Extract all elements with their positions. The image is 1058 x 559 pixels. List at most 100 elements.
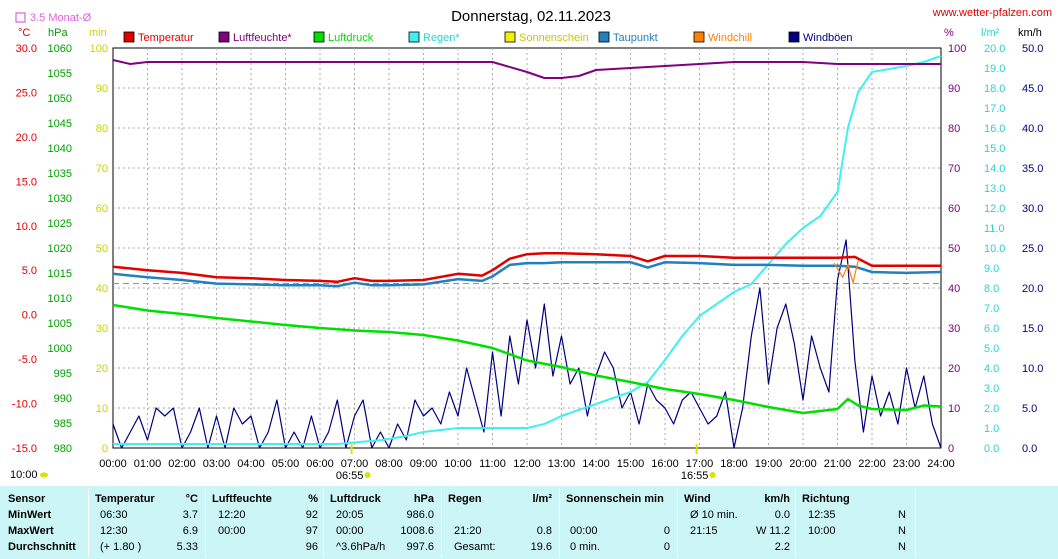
stats-cell-sun_val: 0 xyxy=(663,525,670,537)
stats-cell-temp_time: (+ 1.80 ) xyxy=(100,541,142,553)
column-divider xyxy=(441,488,442,557)
rain-tick-label: 8.0 xyxy=(984,283,999,295)
temp-tick-label: 25.0 xyxy=(16,87,37,99)
rain-tick-label: 4.0 xyxy=(984,363,999,375)
wind-tick-label: 10.0 xyxy=(1022,363,1043,375)
x-tick-label: 06:00 xyxy=(306,458,334,470)
x-tick-label: 21:00 xyxy=(824,458,852,470)
humidity-tick-label: 40 xyxy=(948,283,960,295)
legend-label-pressure: Luftdruck xyxy=(328,32,374,44)
rain-tick-label: 0.0 xyxy=(984,443,999,455)
stats-cell-sun_val: 0 xyxy=(663,541,670,553)
stats-cell-press_time: ^3.6hPa/h xyxy=(336,541,386,553)
stats-header-1: Temperatur xyxy=(95,493,155,505)
stats-row-label: MaxWert xyxy=(8,525,54,537)
stats-header-unit-2: % xyxy=(308,493,318,505)
stats-row-label: Durchschnitt xyxy=(8,541,76,553)
sun-tick-label: 30 xyxy=(96,323,108,335)
humidity-tick-label: 100 xyxy=(948,43,966,55)
legend-label-windchill: Windchill xyxy=(708,32,752,44)
sunrise-sun-icon xyxy=(364,472,371,478)
x-tick-label: 18:00 xyxy=(720,458,748,470)
wind-tick-label: 30.0 xyxy=(1022,203,1043,215)
stats-header-unit-4: l/m² xyxy=(532,493,552,505)
series-line-dewpoint xyxy=(112,260,942,288)
x-tick-label: 11:00 xyxy=(479,458,506,470)
x-tick-label: 10:00 xyxy=(444,458,472,470)
stats-cell-hum_val: 97 xyxy=(305,525,318,537)
wind-tick-label: 0.0 xyxy=(1022,443,1037,455)
rain-tick-label: 20.0 xyxy=(984,43,1005,55)
rain-tick-label: 18.0 xyxy=(984,83,1005,95)
stats-cell-dir_val: N xyxy=(898,509,906,521)
stats-cell-sun_time: 00:00 xyxy=(570,525,598,537)
legend-label-sunshine: Sonnenschein xyxy=(519,32,589,44)
series-line-temperature xyxy=(112,252,941,284)
x-tick-label: 13:00 xyxy=(548,458,576,470)
humidity-tick-label: 60 xyxy=(948,203,960,215)
stats-cell-temp_time: 12:30 xyxy=(100,525,128,537)
column-divider xyxy=(205,488,206,557)
x-tick-label: 00:00 xyxy=(99,458,127,470)
statistics-table: Sensor Temperatur °C Luftfeuchte% Luftdruck h… xyxy=(0,486,1058,559)
wind-tick-label: 40.0 xyxy=(1022,123,1043,135)
temp-tick-label: 0.0 xyxy=(22,310,37,322)
rain-tick-label: 12.0 xyxy=(984,203,1005,215)
sun-tick-label: 10 xyxy=(96,403,108,415)
rain-tick-label: 9.0 xyxy=(984,263,999,275)
stats-row-label: MinWert xyxy=(8,509,52,521)
x-tick-label: 17:00 xyxy=(686,458,714,470)
wind-tick-label: 50.0 xyxy=(1022,43,1043,55)
wind-tick-label: 25.0 xyxy=(1022,243,1043,255)
sun-tick-label: 40 xyxy=(96,283,108,295)
stats-cell-temp_val: 5.33 xyxy=(176,541,198,553)
humidity-unit-label: % xyxy=(944,27,954,39)
legend-swatch-sunshine xyxy=(504,31,516,43)
series-line-rain xyxy=(113,55,942,445)
stats-header-unit-3: hPa xyxy=(413,493,434,505)
x-tick-label: 02:00 xyxy=(168,458,196,470)
wind-tick-label: 35.0 xyxy=(1022,163,1043,175)
rain-tick-label: 15.0 xyxy=(984,143,1005,155)
legend-swatch-windchill xyxy=(693,31,705,43)
legend-label-dewpoint: Taupunkt xyxy=(613,32,658,44)
weather-chart: 00:00 01:00 02:00 03:00 04:00 05:00 06:00 07:00… xyxy=(10,7,1052,482)
stats-header-0: Sensor xyxy=(8,493,46,505)
stats-header-2: Luftfeuchte xyxy=(212,493,272,505)
pressure-tick-label: 1045 xyxy=(48,118,72,130)
sun-tick-label: 70 xyxy=(96,163,108,175)
x-tick-label: 24:00 xyxy=(927,458,955,470)
sun-tick-label: 60 xyxy=(96,203,108,215)
stats-cell-dir_time: 10:00 xyxy=(808,525,836,537)
site-name: www.wetter-pfalzen.com xyxy=(932,7,1052,19)
column-divider xyxy=(677,488,678,557)
wind-tick-label: 45.0 xyxy=(1022,83,1043,95)
stats-cell-wind_val: W 11.2 xyxy=(755,525,790,537)
stats-cell-dir_time: 12:35 xyxy=(808,509,836,521)
pressure-tick-label: 1040 xyxy=(48,143,72,155)
rain-tick-label: 11.0 xyxy=(984,223,1005,235)
pressure-unit-label: hPa xyxy=(48,27,68,39)
stats-header-unit-1: °C xyxy=(185,493,198,505)
sun-tick-label: 0 xyxy=(102,443,108,455)
sun-tick-label: 50 xyxy=(96,243,108,255)
stats-header-unit-6: km/h xyxy=(764,493,790,505)
pressure-tick-label: 1015 xyxy=(48,268,72,280)
humidity-tick-label: 0 xyxy=(948,443,954,455)
temp-tick-label: -15.0 xyxy=(12,443,37,455)
pressure-tick-label: 1050 xyxy=(48,93,72,105)
legend-swatch-gusts xyxy=(788,31,800,43)
temp-tick-label: 30.0 xyxy=(16,43,37,55)
sunrise-time: 06:55 xyxy=(336,470,364,482)
stats-cell-temp_val: 3.7 xyxy=(182,509,198,521)
wind-unit-label: km/h xyxy=(1018,27,1042,39)
legend-swatch-temperature xyxy=(123,31,135,43)
pressure-tick-label: 1000 xyxy=(48,343,72,355)
humidity-tick-label: 10 xyxy=(948,403,960,415)
column-divider xyxy=(795,488,796,557)
stats-header-7: Richtung xyxy=(802,493,850,505)
stats-header-5: Sonnenschein min xyxy=(566,493,664,505)
temp-tick-label: -5.0 xyxy=(18,354,37,366)
stats-cell-temp_time: 06:30 xyxy=(100,509,128,521)
series-line-gusts xyxy=(112,239,942,449)
